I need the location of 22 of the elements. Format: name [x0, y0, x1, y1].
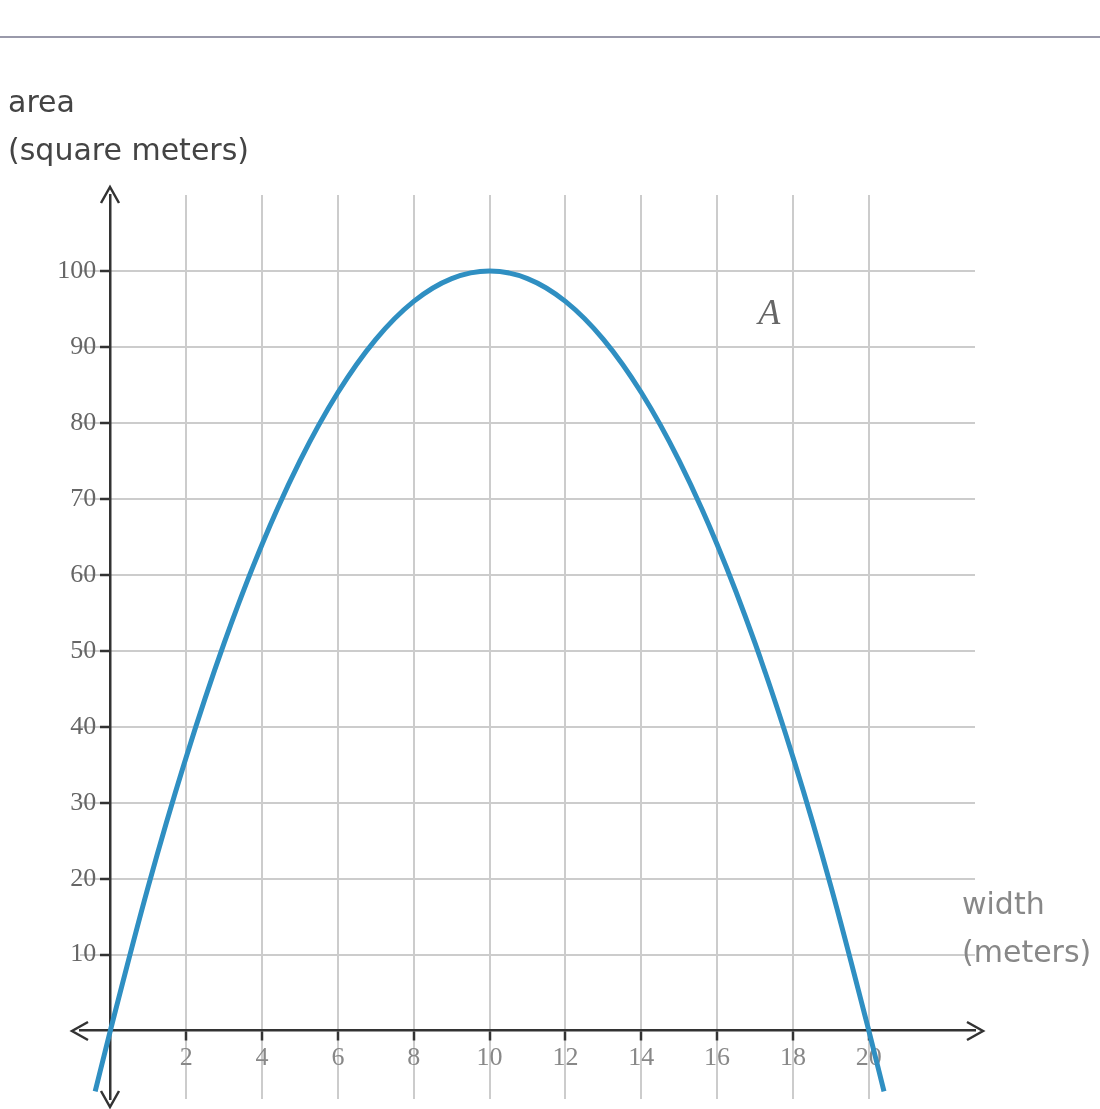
y-tick-label: 100	[57, 254, 97, 284]
x-tick-label: 2	[179, 1042, 193, 1072]
x-tick-label: 4	[255, 1042, 269, 1072]
x-axis-title: width (meters)	[962, 885, 1092, 971]
y-tick-label: 60	[70, 558, 97, 588]
x-tick-label: 18	[779, 1042, 806, 1072]
annotation: A	[756, 292, 782, 333]
x-tick-label: 8	[407, 1042, 421, 1072]
y-tick-label: 40	[70, 710, 97, 740]
y-tick-label: 80	[70, 406, 97, 436]
y-tick-label: 30	[70, 786, 97, 816]
x-tick-label: 10	[476, 1042, 503, 1072]
x-tick-label: 16	[704, 1042, 731, 1072]
y-tick-label: 90	[70, 330, 97, 360]
y-tick-label: 10	[70, 938, 97, 968]
x-tick-label: 14	[628, 1042, 655, 1072]
y-tick-label: 50	[70, 634, 97, 664]
y-axis-title: area (square meters)	[8, 83, 250, 169]
y-tick-label: 20	[70, 862, 97, 892]
x-tick-label: 12	[552, 1042, 579, 1072]
x-tick-label: 6	[331, 1042, 345, 1072]
y-tick-label: 70	[70, 482, 97, 512]
